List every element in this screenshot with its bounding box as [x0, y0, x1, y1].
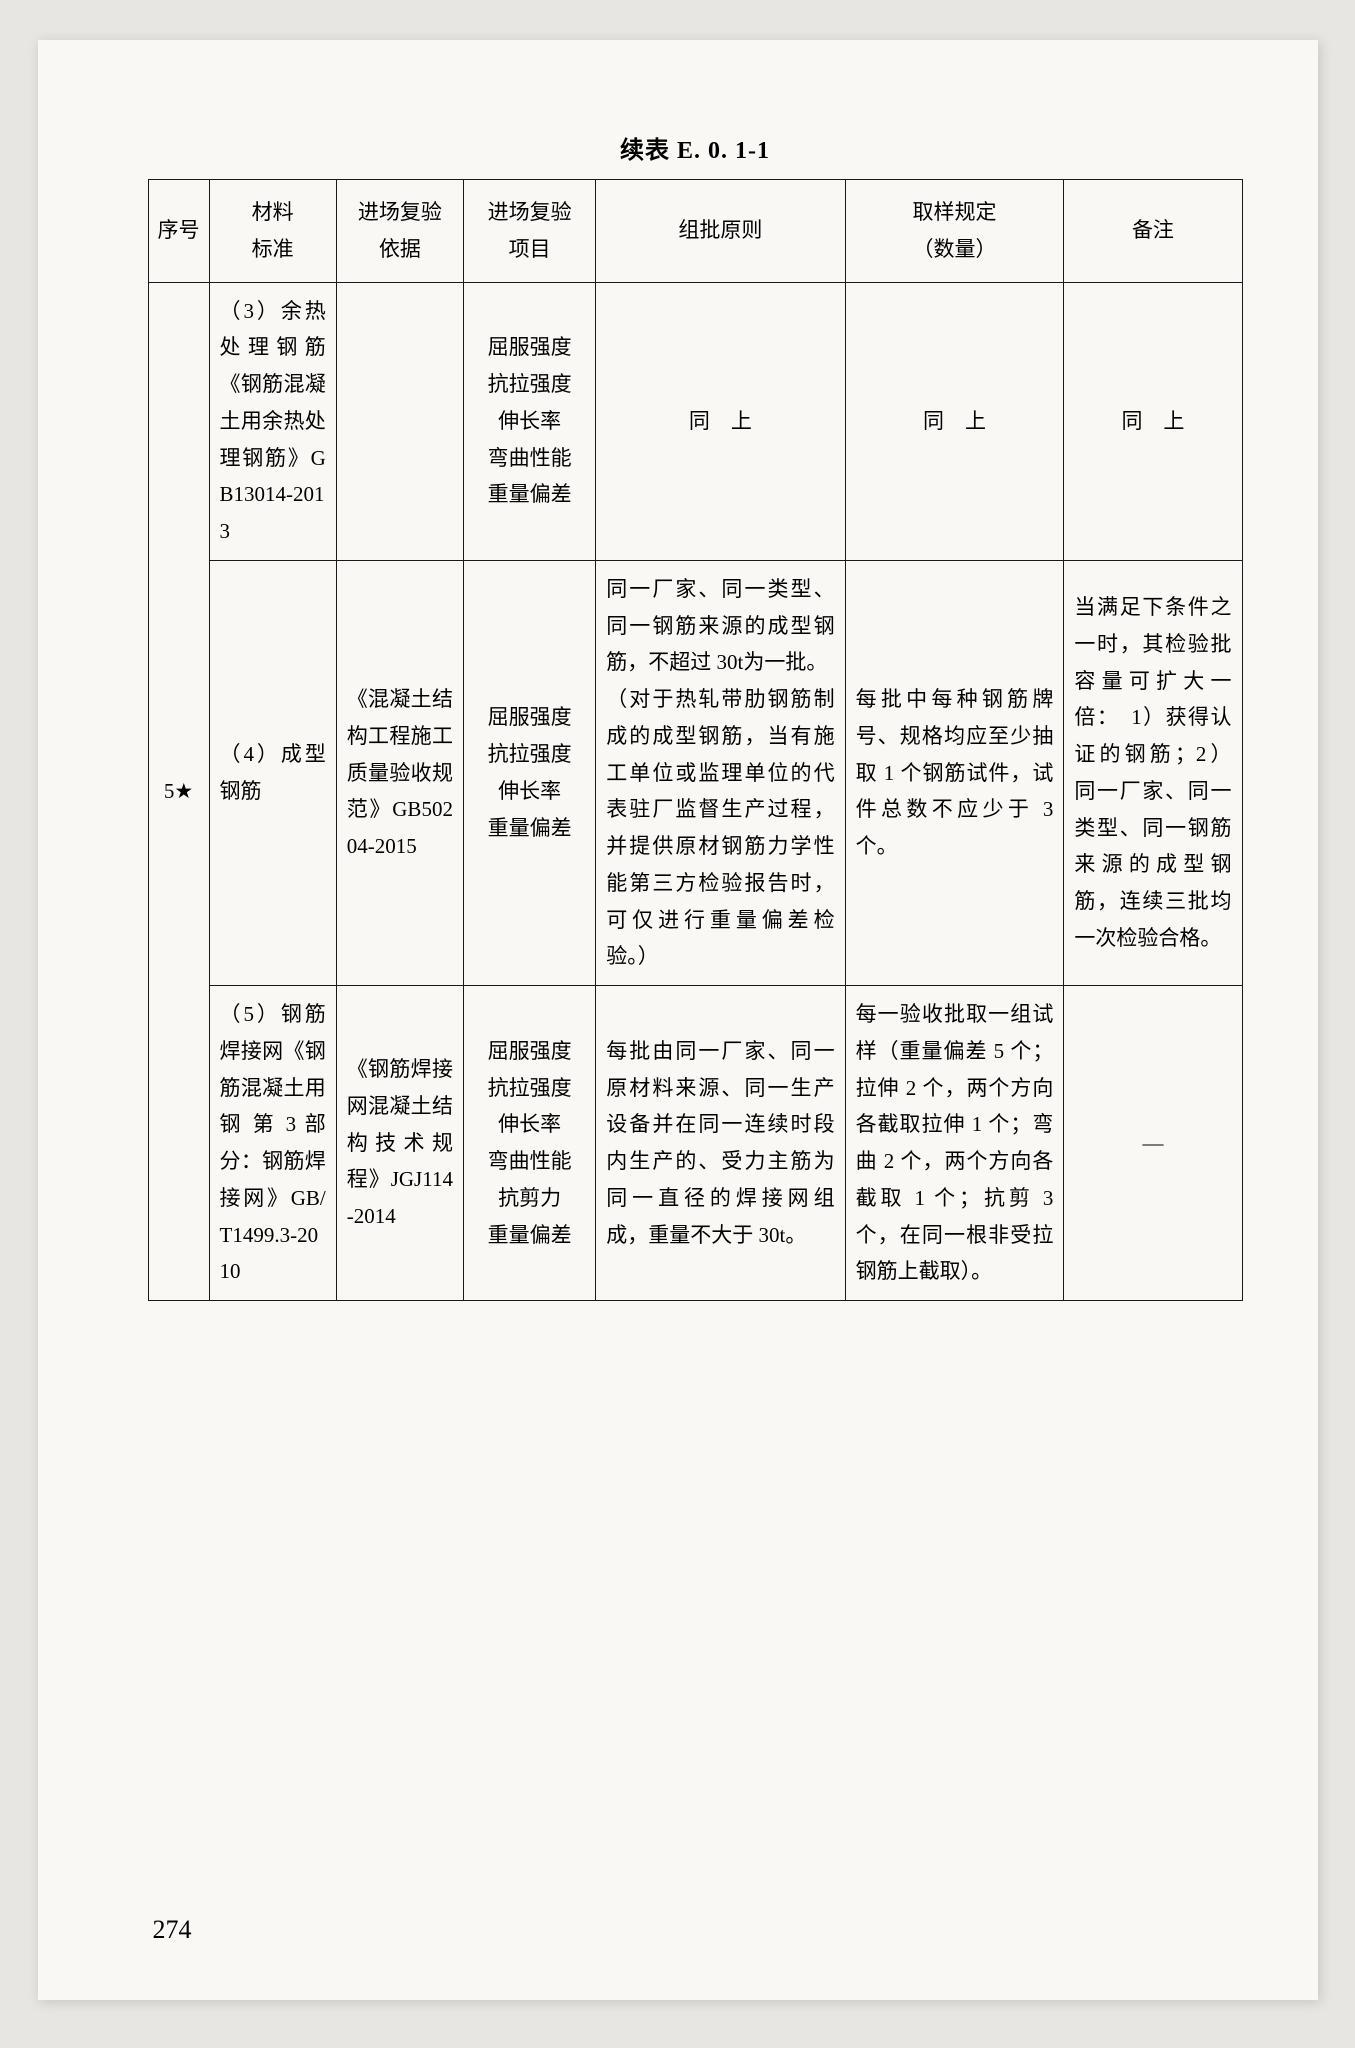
page-number: 274 — [153, 1915, 192, 1945]
col-header-items: 进场复验 项目 — [463, 180, 595, 283]
cell-batch: 同一厂家、同一类型、同一钢筋来源的成型钢筋，不超过 30t为一批。 （对于热轧带… — [596, 560, 845, 985]
cell-batch: 每批由同一厂家、同一原材料来源、同一生产设备并在同一连续时段内生产的、受力主筋为… — [596, 986, 845, 1301]
col-header-sampling: 取样规定 （数量） — [845, 180, 1064, 283]
cell-seq: 5★ — [148, 282, 209, 1301]
cell-material-std: （4）成型钢筋 — [209, 560, 336, 985]
table-row: （5）钢筋焊接网《钢筋混凝土用钢 第 3 部分：钢筋焊接网》GB/T1499.3… — [148, 986, 1242, 1301]
cell-material-std: （5）钢筋焊接网《钢筋混凝土用钢 第 3 部分：钢筋焊接网》GB/T1499.3… — [209, 986, 336, 1301]
cell-batch: 同 上 — [596, 282, 845, 560]
cell-note: 当满足下条件之一时，其检验批容量可扩大一倍： 1）获得认证的钢筋；2）同一厂家、… — [1064, 560, 1242, 985]
cell-note: — — [1064, 986, 1242, 1301]
cell-items: 屈服强度 抗拉强度 伸长率 弯曲性能 重量偏差 — [463, 282, 595, 560]
col-header-seq: 序号 — [148, 180, 209, 283]
col-header-batch: 组批原则 — [596, 180, 845, 283]
table-row: 5★ （3）余热处理钢筋《钢筋混凝土用余热处理钢筋》GB13014-2013 屈… — [148, 282, 1242, 560]
cell-sampling: 同 上 — [845, 282, 1064, 560]
cell-note: 同 上 — [1064, 282, 1242, 560]
cell-items: 屈服强度 抗拉强度 伸长率 弯曲性能 抗剪力 重量偏差 — [463, 986, 595, 1301]
cell-basis: 《钢筋焊接网混凝土结构技术规程》JGJ114-2014 — [336, 986, 463, 1301]
cell-basis: 《混凝土结构工程施工质量验收规范》GB50204-2015 — [336, 560, 463, 985]
col-header-std: 材料 标准 — [209, 180, 336, 283]
cell-material-std: （3）余热处理钢筋《钢筋混凝土用余热处理钢筋》GB13014-2013 — [209, 282, 336, 560]
table-row: （4）成型钢筋 《混凝土结构工程施工质量验收规范》GB50204-2015 屈服… — [148, 560, 1242, 985]
cell-items: 屈服强度 抗拉强度 伸长率 重量偏差 — [463, 560, 595, 985]
col-header-basis: 进场复验 依据 — [336, 180, 463, 283]
table-header-row: 序号 材料 标准 进场复验 依据 进场复验 项目 组批原则 取样规定 （数量） … — [148, 180, 1242, 283]
cell-sampling: 每批中每种钢筋牌号、规格均应至少抽取 1 个钢筋试件，试件总数不应少于 3 个。 — [845, 560, 1064, 985]
document-page: 续表 E. 0. 1-1 序号 材料 标准 进场复验 依据 进场复验 项目 组批… — [38, 40, 1318, 2000]
cell-sampling: 每一验收批取一组试样（重量偏差 5 个；拉伸 2 个，两个方向各截取拉伸 1 个… — [845, 986, 1064, 1301]
cell-basis — [336, 282, 463, 560]
table-title: 续表 E. 0. 1-1 — [148, 130, 1243, 165]
col-header-note: 备注 — [1064, 180, 1242, 283]
inspection-table: 序号 材料 标准 进场复验 依据 进场复验 项目 组批原则 取样规定 （数量） … — [148, 179, 1243, 1301]
